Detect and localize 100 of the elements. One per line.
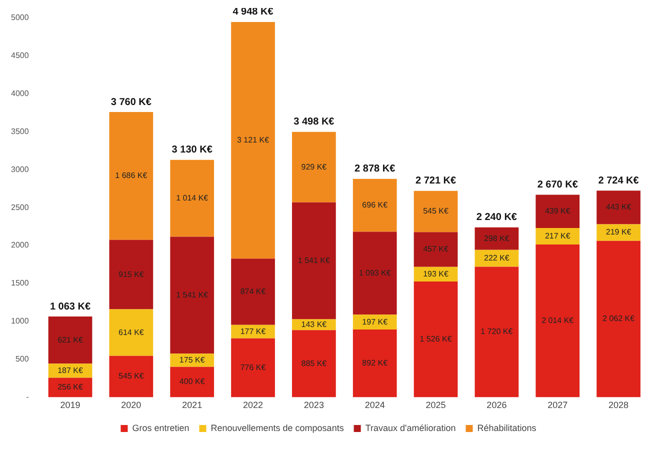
data-label: 193 K€ (423, 269, 450, 278)
x-tick-label: 2021 (182, 400, 202, 410)
data-label: 621 K€ (58, 335, 84, 344)
bar (414, 281, 458, 398)
bar (414, 232, 458, 267)
data-label: 219 K€ (606, 228, 632, 237)
data-label: 1 720 K€ (480, 327, 514, 336)
x-tick-label: 2025 (426, 400, 446, 410)
data-label: 545 K€ (118, 372, 144, 381)
bar (596, 240, 640, 398)
y-tick-label: 2500 (11, 202, 30, 212)
data-label: 177 K€ (240, 326, 266, 336)
data-label: 915 K€ (118, 270, 144, 279)
data-label: 2 014 K€ (542, 316, 574, 326)
y-tick-label: 3000 (11, 164, 30, 174)
legend-label: Renouvellements de composants (210, 422, 344, 433)
y-tick-label: 5000 (11, 13, 30, 22)
bar (109, 240, 154, 310)
bar (292, 330, 336, 398)
bar (170, 366, 214, 398)
total-label: 3 498 K€ (294, 116, 335, 128)
data-label: 1 014 K€ (176, 193, 209, 202)
bar (596, 224, 640, 241)
x-tick-label: 2022 (243, 400, 264, 410)
bar (474, 227, 519, 250)
data-label: 443 K€ (606, 202, 632, 212)
data-label: 256 K€ (58, 382, 84, 392)
data-label: 1 093 K€ (358, 268, 392, 278)
data-label: 197 K€ (362, 317, 388, 326)
bar (109, 112, 154, 240)
bar (352, 178, 397, 232)
bar (170, 160, 214, 237)
data-label: 1 526 K€ (420, 334, 452, 344)
total-label: 3 130 K€ (172, 144, 213, 156)
data-label: 143 K€ (301, 320, 328, 329)
total-label: 2 670 K€ (537, 179, 578, 190)
y-tick-label: 4000 (11, 89, 30, 98)
bar (170, 236, 214, 354)
bar (231, 258, 275, 325)
data-label: 892 K€ (362, 358, 388, 368)
data-label: 400 K€ (179, 377, 206, 386)
bar (109, 309, 154, 356)
data-label: 457 K€ (423, 244, 450, 254)
bar (536, 194, 580, 228)
bar (48, 316, 92, 364)
total-label: 2 724 K€ (598, 175, 640, 186)
bar (352, 330, 397, 398)
data-label: 1 686 K€ (115, 171, 148, 180)
x-tick-label: 2028 (608, 400, 629, 410)
x-tick-label: 2024 (364, 400, 385, 410)
y-tick-label: - (26, 392, 30, 402)
total-label: 3 760 K€ (110, 96, 152, 108)
y-tick-label: 4500 (11, 51, 30, 60)
y-tick-label: 500 (15, 354, 30, 364)
y-tick-label: 1500 (11, 278, 30, 288)
data-label: 3 121 K€ (237, 135, 270, 144)
data-label: 217 K€ (544, 231, 571, 240)
bar (231, 338, 275, 398)
total-label: 2 721 K€ (415, 176, 457, 187)
bar (292, 132, 336, 202)
data-label: 187 K€ (58, 366, 84, 375)
data-label: 696 K€ (362, 200, 388, 210)
bar (292, 202, 336, 320)
x-tick-label: 2020 (121, 400, 142, 410)
bar (474, 266, 519, 398)
legend-label: Travaux d'amélioration (365, 422, 456, 433)
data-label: 1 541 K€ (176, 290, 209, 300)
total-label: 4 948 K€ (232, 6, 274, 18)
bar (352, 232, 397, 315)
bar (231, 22, 275, 259)
y-tick-label: 2000 (11, 240, 30, 250)
legend-label: Réhabilitations (477, 422, 537, 433)
y-tick-label: 1000 (11, 316, 30, 326)
bar (536, 244, 580, 398)
bar (536, 228, 580, 244)
data-label: 885 K€ (301, 358, 328, 368)
y-tick-label: 3500 (11, 126, 30, 136)
data-label: 929 K€ (301, 162, 328, 172)
data-label: 614 K€ (118, 328, 144, 337)
bar (170, 354, 214, 367)
data-label: 874 K€ (240, 286, 266, 296)
data-label: 175 K€ (179, 355, 206, 364)
data-label: 2 062 K€ (602, 314, 636, 324)
data-label: 439 K€ (544, 206, 571, 216)
total-label: 2 240 K€ (476, 212, 518, 224)
data-label: 545 K€ (423, 206, 450, 216)
total-label: 2 878 K€ (354, 164, 396, 175)
data-label: 1 541 K€ (298, 256, 330, 266)
bar (596, 190, 640, 224)
bar (414, 190, 458, 232)
total-label: 1 063 K€ (50, 301, 91, 312)
bar (109, 356, 154, 398)
data-label: 776 K€ (240, 362, 266, 372)
legend-label: Gros entretien (132, 422, 190, 433)
bar (231, 324, 275, 338)
x-tick-label: 2027 (548, 400, 568, 410)
x-tick-label: 2026 (486, 400, 507, 410)
data-label: 298 K€ (484, 234, 510, 243)
x-tick-label: 2023 (304, 400, 324, 410)
x-tick-label: 2019 (60, 400, 80, 410)
